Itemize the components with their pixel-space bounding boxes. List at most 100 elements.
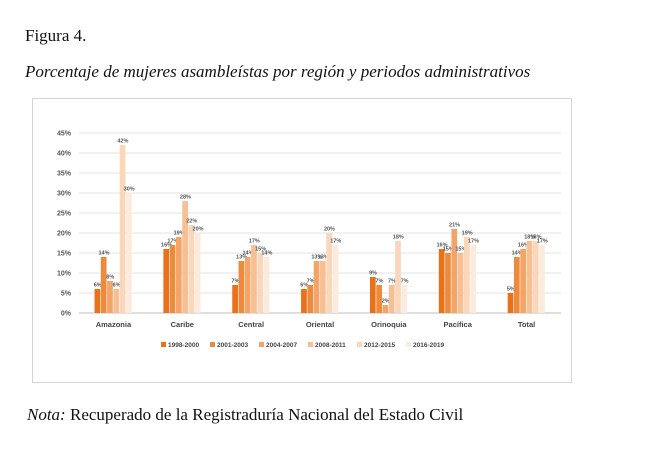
bar [257,253,264,313]
data-label: 15% [443,247,454,253]
bar [507,293,514,313]
category-label: Amazonia [96,320,132,329]
data-label: 14% [512,251,523,257]
bar [251,245,257,313]
bar [263,257,270,313]
category-label: Oriental [306,320,334,329]
category-label: Orinoquia [371,320,407,329]
bar [464,237,470,313]
note-label: Nota: [27,405,66,424]
bar [126,193,132,313]
legend-label: 2001-2003 [217,342,248,349]
data-label: 6% [94,283,102,289]
bar [313,261,320,313]
data-label: 7% [231,279,239,285]
figure-title: Porcentaje de mujeres asambleístas por r… [25,62,531,81]
data-label: 14% [98,251,109,257]
bar [376,285,382,313]
note-text: Recuperado de la Registraduría Nacional … [65,405,464,424]
data-label: 17% [249,239,260,245]
data-label: 18% [393,235,404,241]
data-label: 16% [518,243,529,249]
data-label: 13% [311,255,322,261]
data-label: 7% [375,279,383,285]
bar [520,249,526,313]
bar [169,245,176,313]
bar [470,245,477,313]
data-label: 21% [449,223,460,229]
bar [539,245,545,313]
bar [113,289,120,313]
data-label: 17% [167,239,178,245]
legend-swatch [259,342,264,347]
bar [307,285,314,313]
data-label: 14% [242,251,253,257]
legend-label: 2008-2011 [315,342,346,349]
y-tick-label: 45% [57,131,72,138]
bar [532,241,539,313]
data-label: 16% [161,243,172,249]
data-label: 20% [193,227,204,233]
data-label: 9% [369,271,377,277]
legend-label: 2012-2015 [364,342,395,349]
y-tick-label: 40% [57,151,72,158]
data-label: 18% [524,235,535,241]
data-label: 18% [531,235,542,241]
legend-swatch [210,342,215,347]
data-label: 22% [186,219,197,225]
bar [188,225,195,313]
y-tick-label: 35% [57,171,72,178]
bar [457,253,464,313]
data-label: 13% [236,255,247,261]
data-label: 7% [401,279,409,285]
bar [382,305,389,313]
bar [513,257,520,313]
data-label: 6% [300,283,308,289]
data-label: 17% [330,239,341,245]
bar [107,281,113,313]
data-label: 28% [180,195,191,201]
data-label: 13% [318,255,329,261]
data-label: 14% [261,251,272,257]
data-label: 7% [388,279,396,285]
bar [163,249,170,313]
legend-swatch [357,342,362,347]
bar [232,285,238,313]
y-tick-label: 0% [61,311,72,318]
bar [332,245,339,313]
legend-swatch [406,342,411,347]
legend-label: 2004-2007 [266,342,297,349]
data-label: 19% [462,231,473,237]
bar [438,249,445,313]
data-label: 6% [113,283,121,289]
bar [401,285,408,313]
bar [175,237,182,313]
category-label: Pacífica [444,320,473,329]
data-label: 20% [324,227,335,233]
bar [526,241,533,313]
data-label: 2% [382,299,390,305]
bar [369,277,376,313]
data-label: 8% [106,275,114,281]
legend-swatch [161,342,166,347]
data-label: 30% [124,187,135,193]
bar [244,257,251,313]
data-label: 19% [174,231,185,237]
bar [326,233,332,313]
data-label: 5% [507,287,515,293]
data-label: 17% [537,239,548,245]
bar [301,289,307,313]
bar [100,257,107,313]
data-label: 17% [468,239,479,245]
y-tick-label: 25% [57,211,72,218]
legend-label: 2016-2019 [413,342,444,349]
bar [94,289,101,313]
data-label: 7% [307,279,315,285]
y-tick-label: 20% [57,231,72,238]
data-label: 42% [117,139,128,145]
chart-frame: 0% 5% 10% 15% 20% 25% 30% 35% 40% 45% 6% 14% 8% 6% 42%… [32,98,572,383]
bar [320,261,326,313]
y-tick-label: 15% [57,251,72,258]
bar [182,201,188,313]
y-tick-label: 10% [57,271,72,278]
